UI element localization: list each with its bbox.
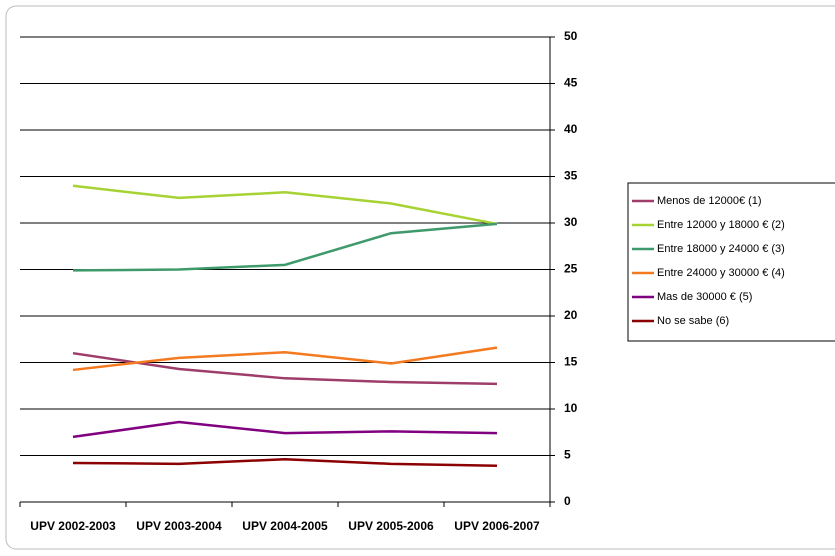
series-line bbox=[72, 346, 498, 372]
y-tick-label: 50 bbox=[564, 29, 578, 43]
chart-frame bbox=[5, 5, 835, 550]
y-tick-label: 45 bbox=[564, 76, 578, 90]
x-tick-label: UPV 2005-2006 bbox=[348, 519, 434, 533]
x-tick-label: UPV 2002-2003 bbox=[30, 519, 116, 533]
series-line bbox=[72, 457, 498, 467]
y-tick-label: 10 bbox=[564, 401, 578, 415]
y-tick-label: 35 bbox=[564, 169, 578, 183]
y-tick-label: 30 bbox=[564, 215, 578, 229]
legend-label: Mas de 30000 € (5) bbox=[657, 291, 752, 303]
series-line bbox=[72, 420, 498, 439]
legend-box bbox=[627, 182, 835, 342]
y-tick-label: 15 bbox=[564, 355, 578, 369]
series-line bbox=[72, 222, 498, 272]
y-tick-label: 20 bbox=[564, 308, 578, 322]
x-tick-label: UPV 2004-2005 bbox=[242, 519, 328, 533]
legend-label: Entre 18000 y 24000 € (3) bbox=[657, 243, 785, 255]
legend-label: Entre 12000 y 18000 € (2) bbox=[657, 219, 785, 231]
y-tick-label: 5 bbox=[564, 448, 571, 462]
y-tick-label: 40 bbox=[564, 122, 578, 136]
y-tick-label: 25 bbox=[564, 262, 578, 276]
y-tick-label: 0 bbox=[564, 494, 571, 508]
legend-label: No se sabe (6) bbox=[657, 315, 729, 327]
legend-label: Menos de 12000€ (1) bbox=[657, 195, 762, 207]
legend-label: Entre 24000 y 30000 € (4) bbox=[657, 267, 785, 279]
series-line bbox=[72, 351, 498, 386]
x-tick-label: UPV 2003-2004 bbox=[136, 519, 222, 533]
series-line bbox=[72, 184, 498, 226]
x-tick-label: UPV 2006-2007 bbox=[454, 519, 540, 533]
